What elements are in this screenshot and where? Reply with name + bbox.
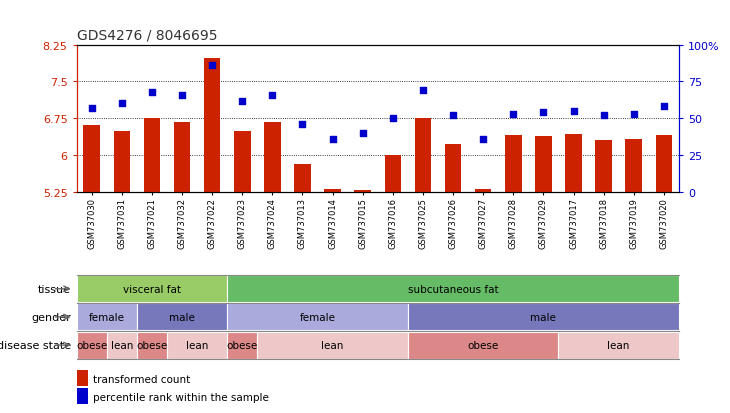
Bar	[505, 136, 521, 192]
Text: visceral fat: visceral fat	[123, 284, 181, 294]
Bar	[234, 132, 250, 192]
Bar	[257, 332, 408, 359]
Text: male: male	[531, 312, 556, 322]
Point	[116, 101, 128, 107]
Text: subcutaneous fat: subcutaneous fat	[408, 284, 499, 294]
Text: male: male	[169, 312, 195, 322]
Point	[477, 136, 489, 143]
Text: disease state: disease state	[0, 340, 71, 350]
Point	[207, 63, 218, 69]
Point	[327, 136, 339, 143]
Bar	[114, 132, 130, 192]
Point	[146, 89, 158, 96]
Text: obese: obese	[467, 340, 499, 350]
Bar	[385, 156, 401, 192]
Text: lean: lean	[111, 340, 133, 350]
Text: lean: lean	[607, 340, 630, 350]
Bar	[565, 135, 582, 192]
Point	[568, 108, 580, 115]
Bar	[167, 332, 227, 359]
Text: tissue: tissue	[38, 284, 71, 294]
Bar	[83, 125, 100, 192]
Bar	[294, 164, 311, 192]
Point	[237, 98, 248, 104]
Text: transformed count: transformed count	[93, 374, 190, 384]
Bar	[107, 332, 137, 359]
Bar	[227, 275, 679, 303]
Point	[537, 110, 549, 116]
Text: female: female	[299, 312, 336, 322]
Bar	[415, 119, 431, 192]
Bar	[355, 191, 371, 192]
Bar	[445, 145, 461, 192]
Text: female: female	[89, 312, 125, 322]
Point	[387, 116, 399, 122]
Point	[357, 131, 369, 137]
Bar	[77, 275, 227, 303]
Point	[417, 88, 429, 94]
Bar	[596, 141, 612, 192]
Bar	[535, 137, 552, 192]
Point	[176, 92, 188, 99]
Point	[266, 92, 278, 99]
Point	[447, 113, 459, 119]
Bar	[137, 332, 167, 359]
Bar	[137, 304, 227, 331]
Bar	[656, 136, 672, 192]
Text: obese: obese	[76, 340, 107, 350]
Point	[628, 111, 639, 118]
Bar	[626, 140, 642, 192]
Bar	[475, 190, 491, 192]
Bar	[77, 332, 107, 359]
Point	[658, 104, 669, 111]
Bar	[264, 122, 280, 192]
Text: percentile rank within the sample: percentile rank within the sample	[93, 392, 269, 402]
Text: lean: lean	[186, 340, 208, 350]
Text: gender: gender	[31, 312, 71, 322]
Bar	[204, 59, 220, 192]
Bar	[227, 332, 257, 359]
Bar	[144, 119, 160, 192]
Point	[507, 111, 519, 118]
Text: GDS4276 / 8046695: GDS4276 / 8046695	[77, 29, 217, 43]
Point	[296, 121, 308, 128]
Bar	[408, 332, 558, 359]
Point	[598, 113, 610, 119]
Bar	[558, 332, 679, 359]
Bar	[324, 190, 341, 192]
Text: obese: obese	[137, 340, 168, 350]
Text: lean: lean	[321, 340, 344, 350]
Text: obese: obese	[226, 340, 258, 350]
Bar	[174, 122, 191, 192]
Point	[86, 105, 98, 112]
Bar	[227, 304, 408, 331]
Bar	[77, 304, 137, 331]
Bar	[408, 304, 679, 331]
